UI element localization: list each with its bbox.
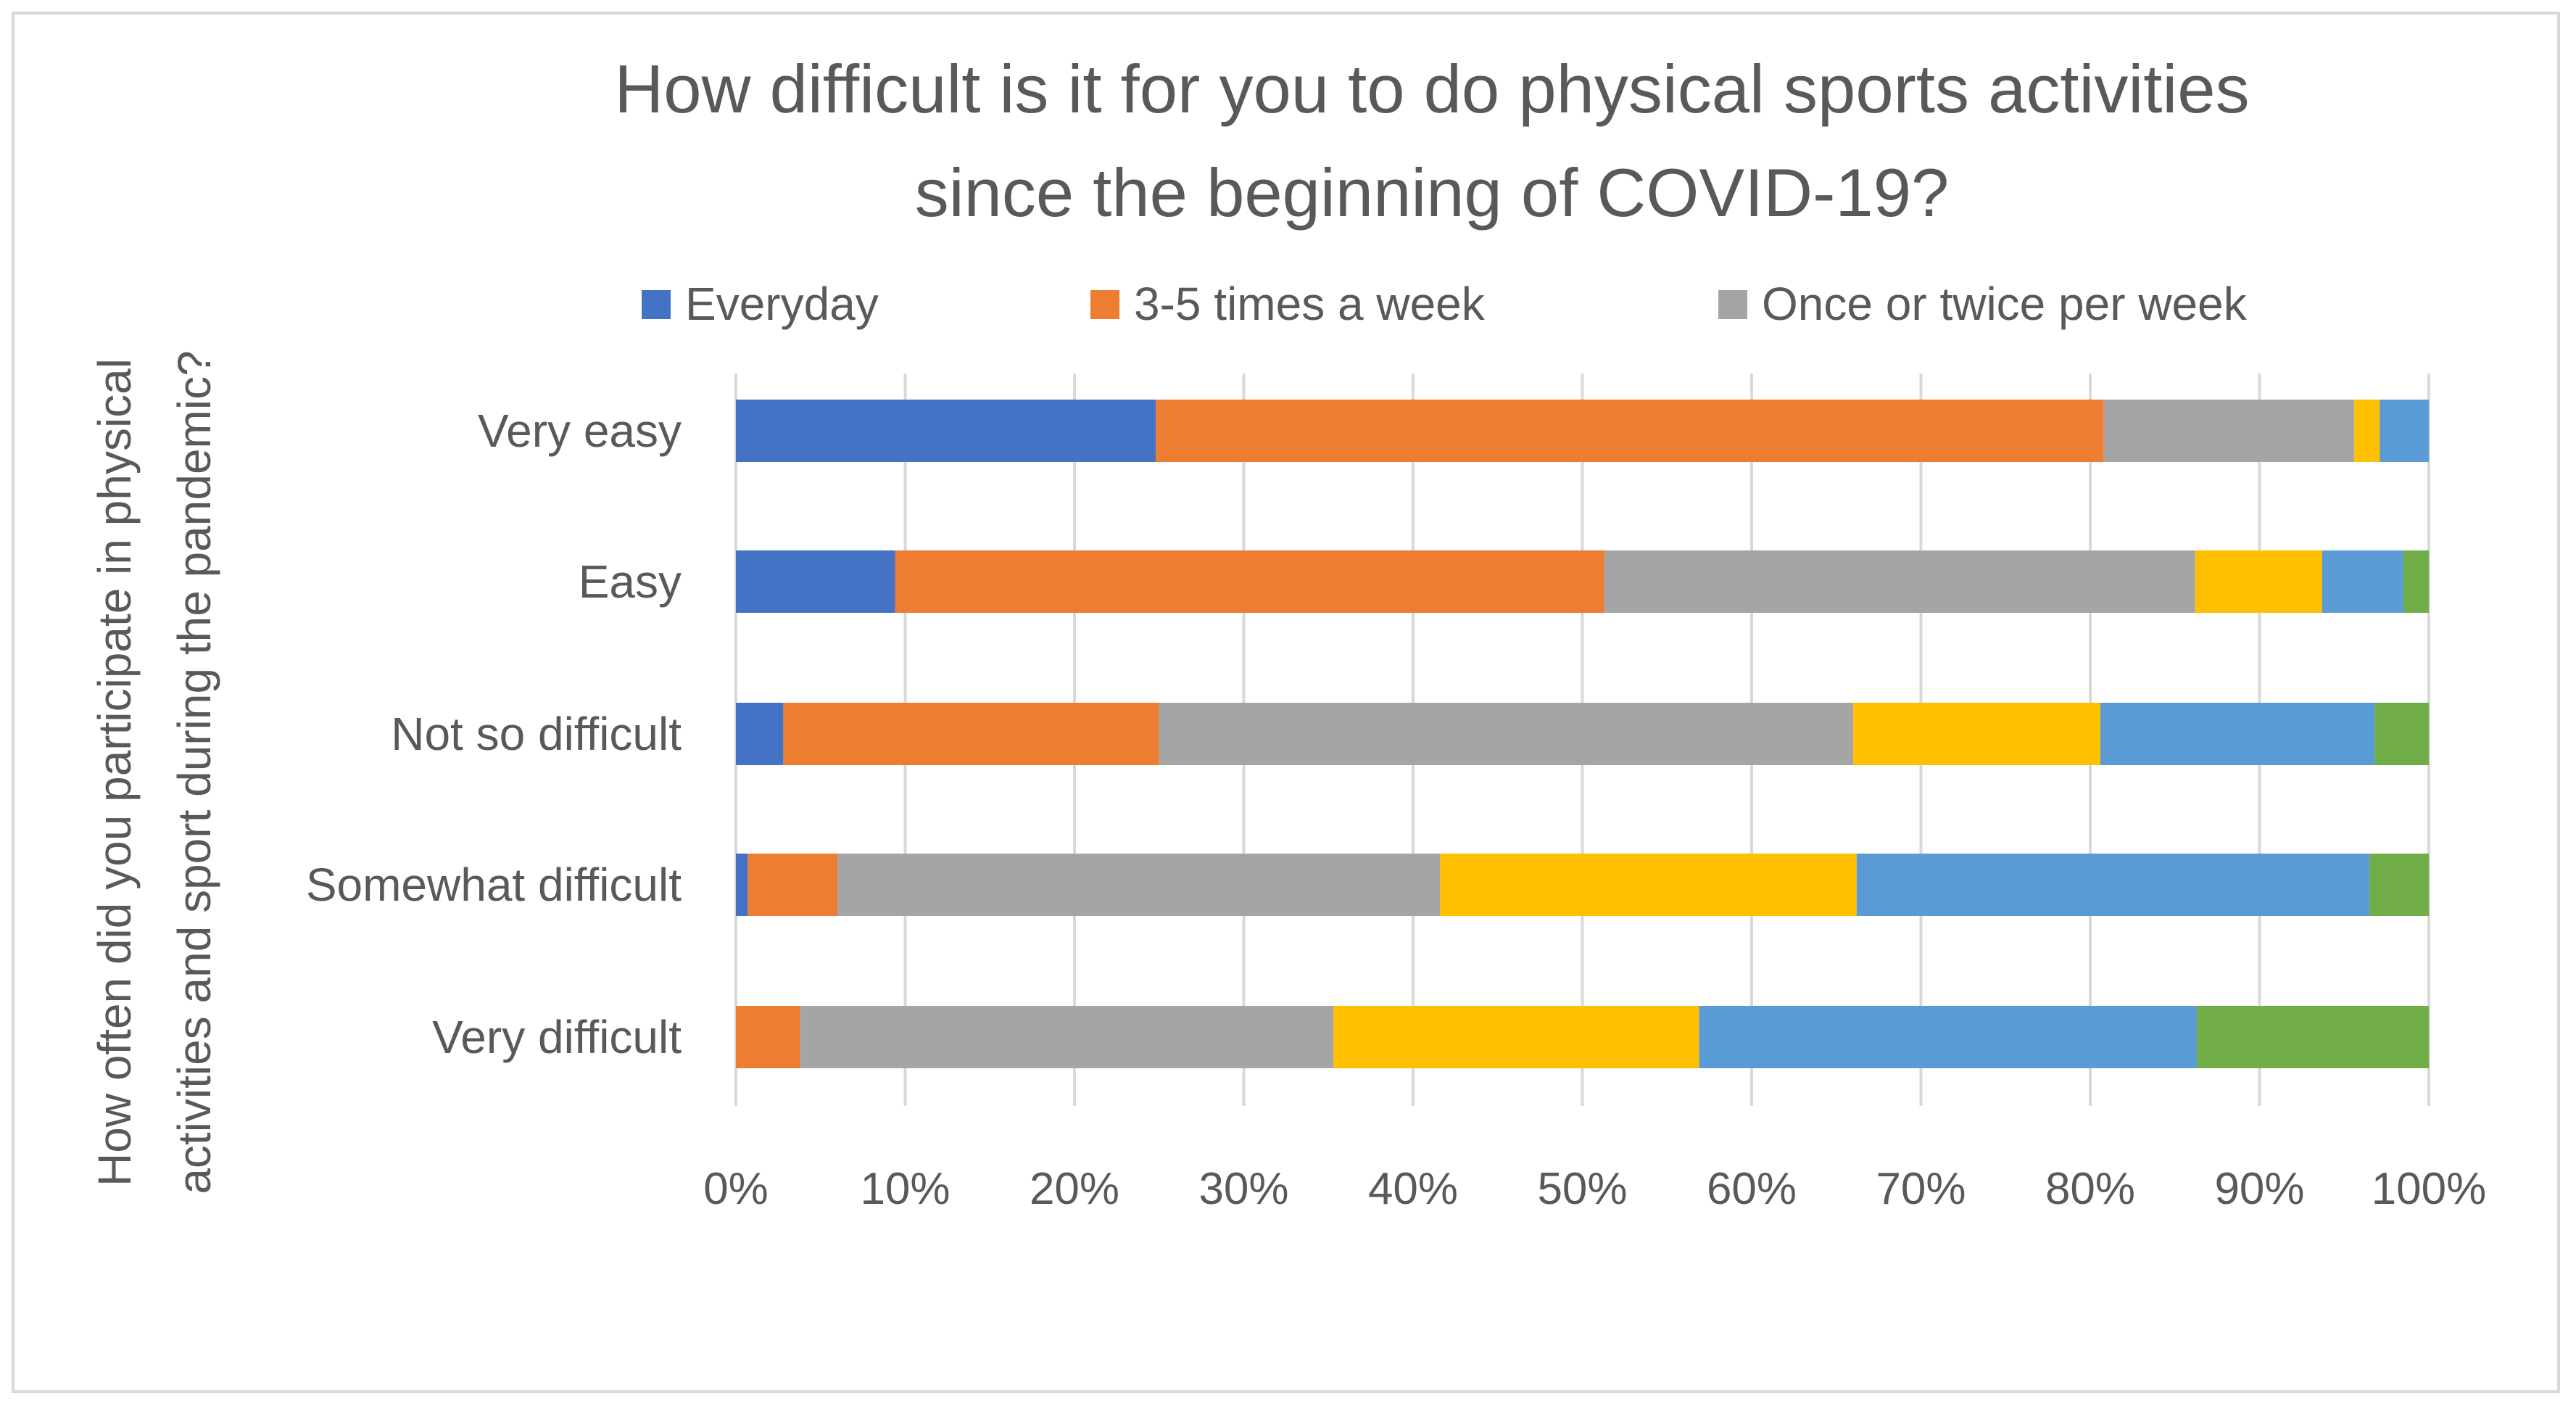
bar-segment xyxy=(1440,854,1857,916)
bar-segment xyxy=(736,1006,800,1068)
x-tick-label: 80% xyxy=(2045,1164,2135,1214)
bar-segment xyxy=(895,550,1604,613)
bar-segment xyxy=(2354,400,2380,462)
y-axis-title-line-2: activities and sport during the pandemic… xyxy=(168,350,220,1194)
bars xyxy=(736,400,2429,1068)
bar-segment xyxy=(2322,550,2403,613)
category-labels: Very easy Easy Not so difficult Somewhat di… xyxy=(306,405,682,1063)
y-axis-title: How often did you participate in physica… xyxy=(88,350,220,1194)
bar-segment xyxy=(783,703,1159,765)
x-tick-label: 30% xyxy=(1198,1164,1288,1214)
legend-swatch xyxy=(1090,290,1119,319)
chart-title-line-1: How difficult is it for you to do physic… xyxy=(614,51,2249,127)
x-tick-label: 70% xyxy=(1876,1164,1966,1214)
bar-segment xyxy=(1604,550,2195,613)
category-label: Not so difficult xyxy=(391,708,682,760)
x-tick-label: 50% xyxy=(1537,1164,1627,1214)
x-tick-labels: 0% 10% 20% 30% 40% 50% 60% 70% 80% 90% 100% xyxy=(703,1164,2486,1214)
bar-segment xyxy=(736,703,784,765)
bar-segment xyxy=(1159,703,1854,765)
x-tick-label: 10% xyxy=(860,1164,950,1214)
bar-segment xyxy=(747,854,838,916)
legend: Everyday 3-5 times a week Once or twice pe… xyxy=(642,278,2248,330)
bar-segment xyxy=(1699,1006,2198,1068)
bar-segment xyxy=(2380,400,2429,462)
category-label: Somewhat difficult xyxy=(306,859,682,911)
legend-swatch xyxy=(642,290,671,319)
bar-segment xyxy=(1856,854,2370,916)
legend-label: Everyday xyxy=(685,278,879,330)
x-tick-label: 20% xyxy=(1030,1164,1119,1214)
y-axis-title-line-1: How often did you participate in physica… xyxy=(88,358,141,1186)
legend-swatch xyxy=(1718,290,1747,319)
bar-segment xyxy=(2369,854,2429,916)
bar-segment xyxy=(2374,703,2429,765)
bar-segment xyxy=(736,400,1156,462)
category-label: Very easy xyxy=(478,405,682,457)
bar-segment xyxy=(736,854,748,916)
bar-segment xyxy=(2197,1006,2429,1068)
bar-segment xyxy=(2403,550,2429,613)
x-tick-label: 90% xyxy=(2214,1164,2304,1214)
bar-segment xyxy=(2195,550,2322,613)
bar-segment xyxy=(800,1006,1334,1068)
legend-label: Once or twice per week xyxy=(1762,278,2248,330)
category-label: Very difficult xyxy=(432,1011,682,1063)
bar-segment xyxy=(736,550,895,613)
x-tick-label: 40% xyxy=(1368,1164,1458,1214)
chart-frame xyxy=(12,12,2560,1393)
bar-segment xyxy=(2100,703,2375,765)
x-tick-label: 0% xyxy=(703,1164,769,1214)
x-tick-label: 60% xyxy=(1707,1164,1797,1214)
bar-segment xyxy=(1156,400,2104,462)
bar-segment xyxy=(1853,703,2101,765)
bar-segment xyxy=(1333,1006,1699,1068)
category-label: Easy xyxy=(579,556,682,608)
x-tick-label: 100% xyxy=(2372,1164,2487,1214)
chart-title-line-2: since the beginning of COVID-19? xyxy=(915,154,1950,231)
bar-segment xyxy=(837,854,1441,916)
legend-label: 3-5 times a week xyxy=(1134,278,1486,330)
bar-segment xyxy=(2103,400,2355,462)
